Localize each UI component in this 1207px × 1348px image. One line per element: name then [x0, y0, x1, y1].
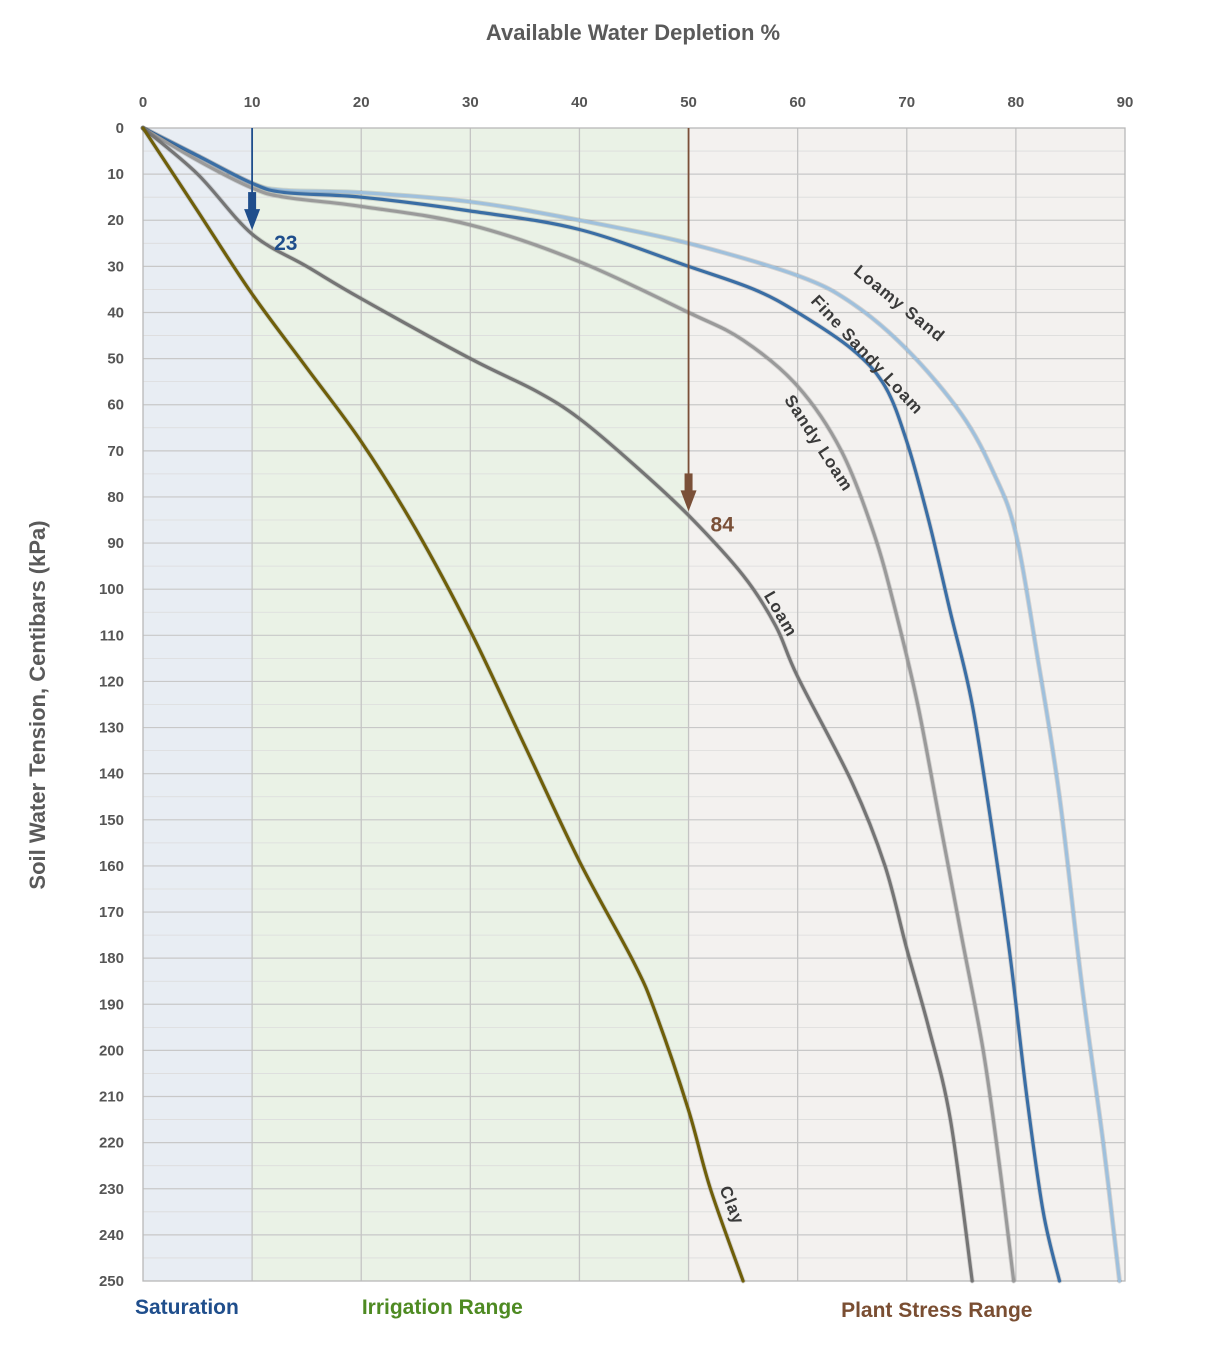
x-tick-label: 30: [462, 94, 479, 111]
y-tick-label: 0: [116, 120, 124, 137]
x-tick-label: 10: [244, 94, 261, 111]
y-axis-title: Soil Water Tension, Centibars (kPa): [25, 520, 50, 889]
region-label-irrigation-range: Irrigation Range: [362, 1296, 523, 1319]
y-tick-label: 150: [99, 812, 124, 829]
series-line-loam: [141, 126, 974, 1283]
y-tick-label: 230: [99, 1181, 124, 1198]
series-lines: [140, 125, 1122, 1284]
x-tick-label: 70: [898, 94, 915, 111]
y-tick-label: 190: [99, 996, 124, 1013]
x-tick-labels: 0 10 20 30 40 50 60 70 80 90: [139, 94, 1134, 111]
y-tick-label: 240: [99, 1227, 124, 1244]
annotation-arrow-stem: [684, 473, 693, 492]
y-tick-label: 30: [107, 258, 124, 275]
y-tick-label: 10: [107, 166, 124, 183]
annotation-arrow-head: [680, 490, 697, 512]
y-tick-label: 80: [107, 489, 124, 506]
x-tick-label: 80: [1008, 94, 1025, 111]
y-tick-label: 40: [107, 304, 124, 321]
plot-border: [142, 127, 1126, 1282]
annotations: 23 84: [244, 128, 734, 536]
y-tick-label: 200: [99, 1042, 124, 1059]
x-tick-label: 0: [139, 94, 147, 111]
y-tick-label: 110: [100, 627, 124, 644]
y-tick-label: 100: [99, 581, 124, 598]
y-tick-label: 120: [99, 673, 124, 690]
series-line-sandy-loam: [141, 126, 1016, 1283]
y-tick-label: 60: [107, 397, 124, 414]
x-tick-label: 90: [1117, 94, 1134, 111]
y-tick-label: 220: [99, 1135, 124, 1152]
x-tick-label: 40: [571, 94, 588, 111]
region-labels: Saturation Irrigation Range Plant Stress R…: [135, 1296, 1032, 1322]
annotation-label-84: 84: [711, 513, 735, 536]
y-tick-label: 210: [99, 1089, 124, 1106]
y-tick-label: 20: [107, 212, 124, 229]
series-line-clay: [141, 126, 745, 1283]
y-tick-label: 250: [99, 1273, 124, 1290]
y-tick-label: 90: [107, 535, 124, 552]
y-tick-label: 180: [99, 950, 124, 967]
y-tick-labels: 0 10 20 30 40 50 60 70 80 90 100 110 120 130 140 150 160…: [99, 120, 124, 1290]
annotation-arrow-stem: [248, 192, 257, 211]
x-tick-label: 60: [789, 94, 806, 111]
y-tick-label: 50: [107, 351, 124, 368]
y-tick-label: 170: [99, 904, 124, 921]
series-line-loamy-sand: [141, 126, 1122, 1283]
annotation-arrow-head: [244, 209, 261, 231]
y-tick-label: 160: [99, 858, 124, 875]
x-axis-title: Available Water Depletion %: [486, 20, 780, 45]
x-tick-label: 50: [680, 94, 697, 111]
series-line-fine-sandy-loam: [141, 126, 1062, 1283]
y-tick-label: 70: [107, 443, 124, 460]
y-tick-label: 130: [99, 720, 124, 737]
grid-lines: [143, 128, 1125, 1281]
annotation-label-23: 23: [274, 232, 297, 255]
x-tick-label: 20: [353, 94, 370, 111]
region-label-plant-stress-range: Plant Stress Range: [841, 1299, 1032, 1322]
plot-frame: [142, 127, 1126, 1282]
region-label-saturation: Saturation: [135, 1296, 239, 1319]
y-tick-label: 140: [99, 766, 124, 783]
